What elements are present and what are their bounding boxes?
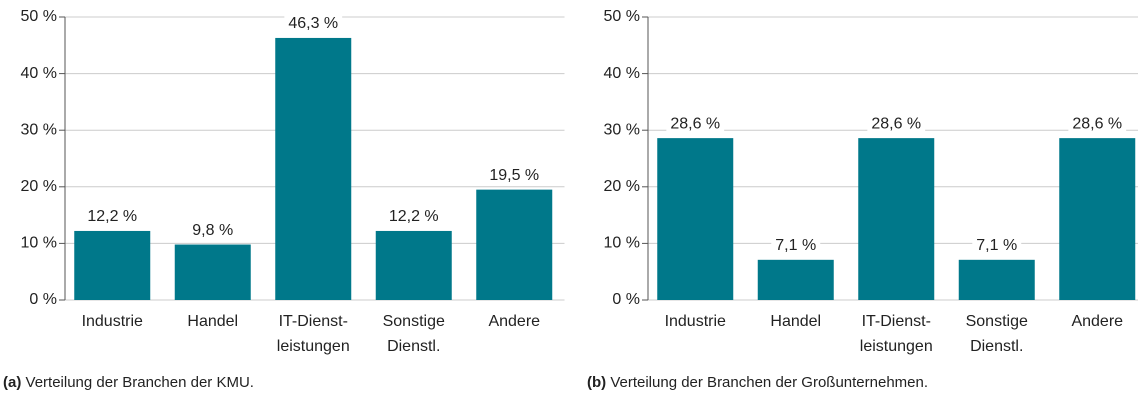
value-label-bg [485,165,544,185]
value-label-bg [1068,114,1127,134]
y-tick-label: 0 % [29,291,57,308]
value-label: 7,1 % [775,237,816,254]
bar [275,37,352,300]
x-tick-label: Industrie [82,313,143,330]
value-label-bg [867,114,926,134]
bar [958,259,1035,300]
x-tick-label: Industrie [665,313,726,330]
value-label: 28,6 % [670,115,720,132]
x-tick-label: Andere [1071,313,1123,330]
y-tick-label: 50 % [21,8,57,25]
x-tick-label: Sonstige [966,313,1028,330]
y-tick-label: 50 % [604,8,640,25]
bar [757,259,834,300]
x-tick-label: Andere [488,313,540,330]
bar [375,230,452,300]
y-tick-label: 30 % [604,121,640,138]
y-tick-label: 10 % [604,235,640,252]
value-label-bg [972,236,1022,256]
x-tick-label: Handel [187,313,238,330]
value-label: 28,6 % [1072,115,1122,132]
y-tick-label: 10 % [21,235,57,252]
caption-text: Verteilung der Branchen der KMU. [26,374,254,391]
bar [1059,138,1136,300]
caption: (b) Verteilung der Branchen der Großunte… [587,374,928,391]
bar [476,189,553,300]
x-tick-label: leistungen [277,338,350,355]
caption-label: (a) [3,374,21,391]
value-label: 28,6 % [871,115,921,132]
caption: (a) Verteilung der Branchen der KMU. [3,374,254,391]
x-tick-label: Handel [770,313,821,330]
value-label: 12,2 % [389,208,439,225]
x-tick-label: IT-Dienst- [279,313,348,330]
value-label-bg [384,207,443,227]
value-label-bg [666,114,725,134]
x-tick-label: IT-Dienst- [862,313,931,330]
bar [174,244,251,300]
value-label: 7,1 % [976,237,1017,254]
value-label-bg [188,220,238,240]
bar [74,230,151,300]
value-label: 19,5 % [489,167,539,184]
x-tick-label: Sonstige [383,313,445,330]
value-label: 46,3 % [288,15,338,32]
bar [858,138,935,300]
y-tick-label: 30 % [21,121,57,138]
x-tick-label: Dienstl. [970,338,1023,355]
caption-label: (b) [587,374,606,391]
value-label-bg [83,207,142,227]
value-label: 12,2 % [87,208,137,225]
value-label: 9,8 % [192,222,233,239]
x-tick-label: Dienstl. [387,338,440,355]
y-tick-label: 20 % [21,178,57,195]
value-label-bg [771,236,821,256]
x-tick-label: leistungen [860,338,933,355]
y-tick-label: 20 % [604,178,640,195]
value-label-bg [284,14,343,34]
bar [657,138,734,300]
y-tick-label: 40 % [604,65,640,82]
y-tick-label: 0 % [612,291,640,308]
caption-text: Verteilung der Branchen der Großunterneh… [610,374,928,391]
y-tick-label: 40 % [21,65,57,82]
